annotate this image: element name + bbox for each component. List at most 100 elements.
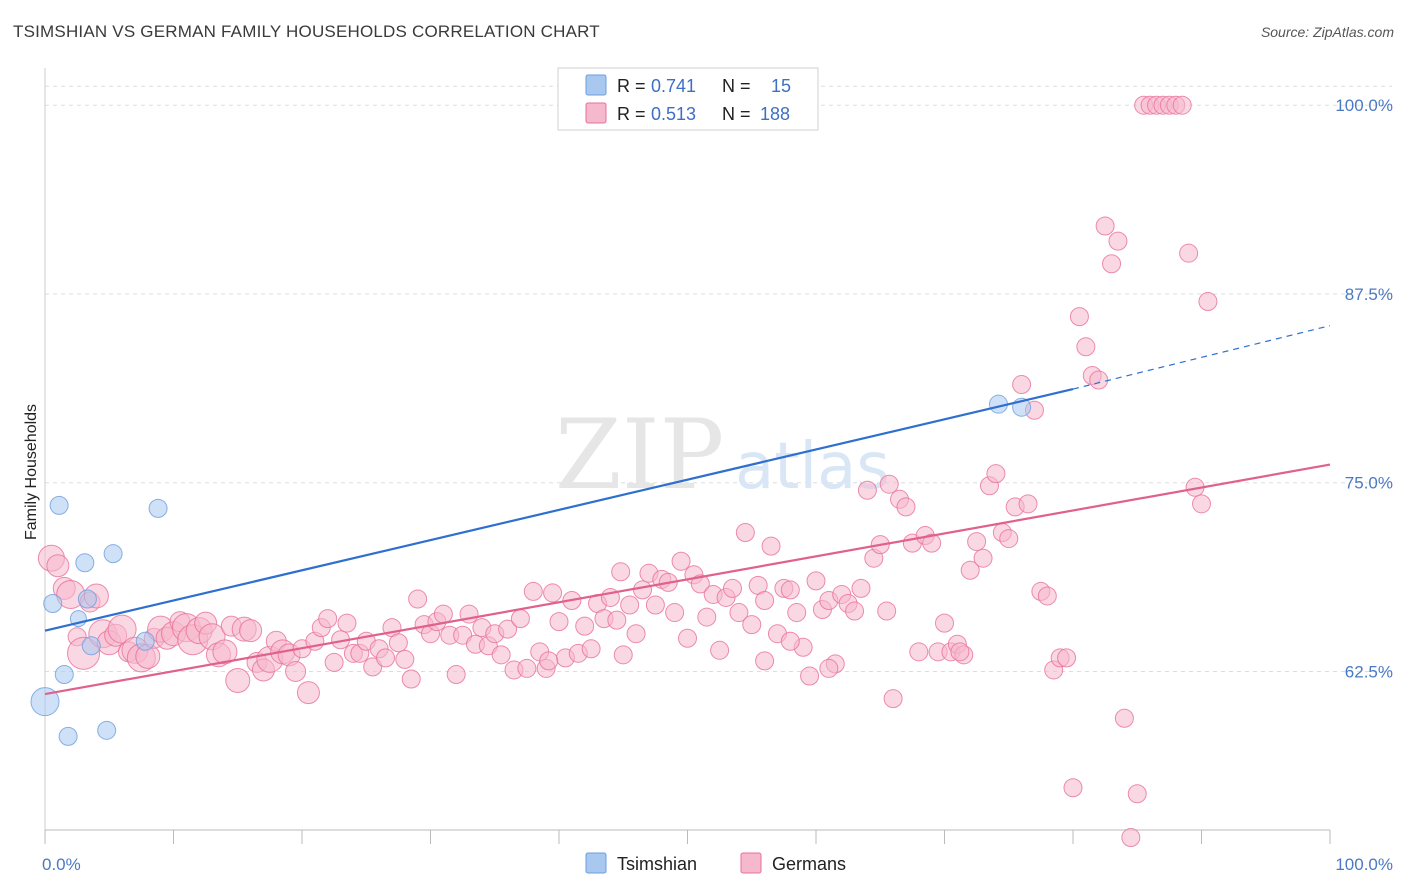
point-germans-94 bbox=[646, 596, 664, 614]
point-germans-74 bbox=[518, 659, 536, 677]
point-germans-52 bbox=[377, 649, 395, 667]
bottom-legend: Tsimshian Germans bbox=[586, 853, 846, 874]
point-germans-151 bbox=[1013, 376, 1031, 394]
bottom-legend-swatch-germans bbox=[741, 853, 761, 873]
point-germans-125 bbox=[846, 602, 864, 620]
legend-r-label-1: R = bbox=[617, 76, 646, 96]
point-germans-155 bbox=[1038, 587, 1056, 605]
point-tsimshian-1 bbox=[44, 595, 62, 613]
point-germans-144 bbox=[968, 533, 986, 551]
point-germans-79 bbox=[550, 613, 568, 631]
point-germans-147 bbox=[987, 465, 1005, 483]
point-germans-89 bbox=[614, 646, 632, 664]
point-germans-182 bbox=[820, 659, 838, 677]
point-germans-111 bbox=[756, 591, 774, 609]
point-germans-97 bbox=[666, 604, 684, 622]
legend-swatch-germans bbox=[586, 103, 606, 123]
point-tsimshian-2 bbox=[50, 496, 68, 514]
point-germans-118 bbox=[801, 667, 819, 685]
point-germans-158 bbox=[1058, 649, 1076, 667]
bottom-legend-tsimshian: Tsimshian bbox=[617, 854, 697, 874]
point-germans-161 bbox=[1077, 338, 1095, 356]
point-tsimshian-11 bbox=[149, 499, 167, 517]
point-germans-135 bbox=[910, 643, 928, 661]
point-germans-165 bbox=[1103, 255, 1121, 273]
y-axis-label: Family Households bbox=[23, 404, 40, 540]
point-germans-168 bbox=[1122, 829, 1140, 847]
point-germans-38 bbox=[286, 661, 306, 681]
point-germans-183 bbox=[951, 643, 969, 661]
point-germans-78 bbox=[544, 584, 562, 602]
legend-n-label-2: N = bbox=[722, 104, 751, 124]
x-tick-label-0: 0.0% bbox=[42, 855, 81, 874]
point-germans-159 bbox=[1064, 779, 1082, 797]
point-germans-31 bbox=[240, 620, 262, 642]
bottom-legend-germans: Germans bbox=[772, 854, 846, 874]
point-germans-176 bbox=[1173, 96, 1191, 114]
point-germans-187 bbox=[540, 652, 558, 670]
point-germans-149 bbox=[1000, 530, 1018, 548]
point-tsimshian-14 bbox=[136, 632, 154, 650]
point-germans-152 bbox=[1019, 495, 1037, 513]
point-germans-119 bbox=[807, 572, 825, 590]
point-germans-184 bbox=[781, 632, 799, 650]
point-germans-46 bbox=[338, 614, 356, 632]
point-germans-180 bbox=[1199, 293, 1217, 311]
point-germans-63 bbox=[447, 665, 465, 683]
point-germans-91 bbox=[627, 625, 645, 643]
point-germans-1 bbox=[47, 555, 69, 577]
legend-n-value-1: 15 bbox=[771, 76, 791, 96]
point-germans-88 bbox=[608, 611, 626, 629]
point-tsimshian-8 bbox=[82, 637, 100, 655]
legend-r-value-1: 0.741 bbox=[651, 76, 696, 96]
point-germans-179 bbox=[1193, 495, 1211, 513]
point-tsimshian-9 bbox=[98, 721, 116, 739]
point-germans-185 bbox=[756, 652, 774, 670]
point-germans-166 bbox=[1109, 232, 1127, 250]
legend-n-label-1: N = bbox=[722, 76, 751, 96]
point-germans-44 bbox=[325, 653, 343, 671]
point-germans-55 bbox=[396, 650, 414, 668]
point-germans-167 bbox=[1115, 709, 1133, 727]
point-tsimshian-4 bbox=[59, 727, 77, 745]
point-germans-61 bbox=[434, 605, 452, 623]
point-tsimshian-7 bbox=[78, 590, 96, 608]
trend-line-tsimshian-extension bbox=[1073, 326, 1330, 389]
point-germans-163 bbox=[1090, 371, 1108, 389]
legend-n-value-2: 188 bbox=[760, 104, 790, 124]
point-germans-181 bbox=[880, 475, 898, 493]
point-germans-108 bbox=[736, 524, 754, 542]
scatter-chart: ZIP atlas 62.5%75.0%87.5%100.0%0.0% 100.0… bbox=[0, 0, 1406, 892]
y-tick-label-0: 62.5% bbox=[1345, 662, 1393, 681]
point-germans-102 bbox=[698, 608, 716, 626]
point-germans-164 bbox=[1096, 217, 1114, 235]
point-germans-56 bbox=[402, 670, 420, 688]
y-tick-label-2: 87.5% bbox=[1345, 285, 1393, 304]
point-germans-99 bbox=[679, 629, 697, 647]
point-germans-131 bbox=[884, 690, 902, 708]
point-germans-104 bbox=[711, 641, 729, 659]
watermark-zip: ZIP bbox=[555, 399, 724, 511]
point-germans-186 bbox=[612, 563, 630, 581]
point-germans-54 bbox=[389, 634, 407, 652]
point-germans-83 bbox=[576, 617, 594, 635]
point-germans-70 bbox=[492, 646, 510, 664]
y-tick-label-1: 75.0% bbox=[1345, 474, 1393, 493]
legend-box: R = 0.741 N = 15 R = 0.513 N = 188 bbox=[558, 68, 818, 130]
point-germans-127 bbox=[858, 481, 876, 499]
point-germans-29 bbox=[226, 669, 250, 693]
point-germans-40 bbox=[297, 682, 319, 704]
point-tsimshian-10 bbox=[104, 545, 122, 563]
point-germans-84 bbox=[582, 640, 600, 658]
point-germans-160 bbox=[1070, 308, 1088, 326]
legend-r-label-2: R = bbox=[617, 104, 646, 124]
point-germans-90 bbox=[621, 596, 639, 614]
point-germans-139 bbox=[936, 614, 954, 632]
legend-r-value-2: 0.513 bbox=[651, 104, 696, 124]
point-germans-57 bbox=[409, 590, 427, 608]
point-germans-92 bbox=[634, 581, 652, 599]
point-germans-112 bbox=[762, 537, 780, 555]
legend-swatch-tsimshian bbox=[586, 75, 606, 95]
point-germans-109 bbox=[743, 616, 761, 634]
point-germans-169 bbox=[1128, 785, 1146, 803]
